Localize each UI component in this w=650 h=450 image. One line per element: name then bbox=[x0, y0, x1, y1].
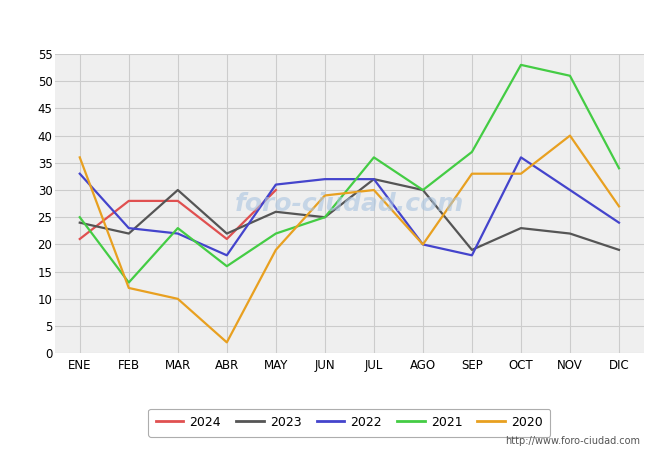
Legend: 2024, 2023, 2022, 2021, 2020: 2024, 2023, 2022, 2021, 2020 bbox=[148, 409, 551, 437]
Text: Matriculaciones de Vehiculos en Sant Carles de la Ràpita: Matriculaciones de Vehiculos en Sant Car… bbox=[97, 16, 553, 32]
Text: foro-ciudad.com: foro-ciudad.com bbox=[235, 192, 464, 216]
Text: http://www.foro-ciudad.com: http://www.foro-ciudad.com bbox=[505, 436, 640, 446]
